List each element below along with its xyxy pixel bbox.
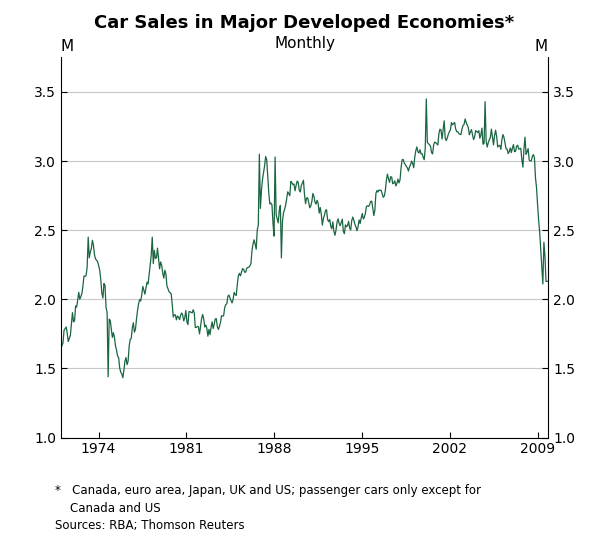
Text: *   Canada, euro area, Japan, UK and US; passenger cars only except for: * Canada, euro area, Japan, UK and US; p… — [55, 484, 481, 497]
Text: Monthly: Monthly — [274, 36, 335, 50]
Text: M: M — [61, 39, 74, 54]
Text: M: M — [535, 39, 548, 54]
Text: Car Sales in Major Developed Economies*: Car Sales in Major Developed Economies* — [94, 14, 515, 32]
Text: Sources: RBA; Thomson Reuters: Sources: RBA; Thomson Reuters — [55, 519, 244, 532]
Text: Canada and US: Canada and US — [55, 502, 160, 515]
